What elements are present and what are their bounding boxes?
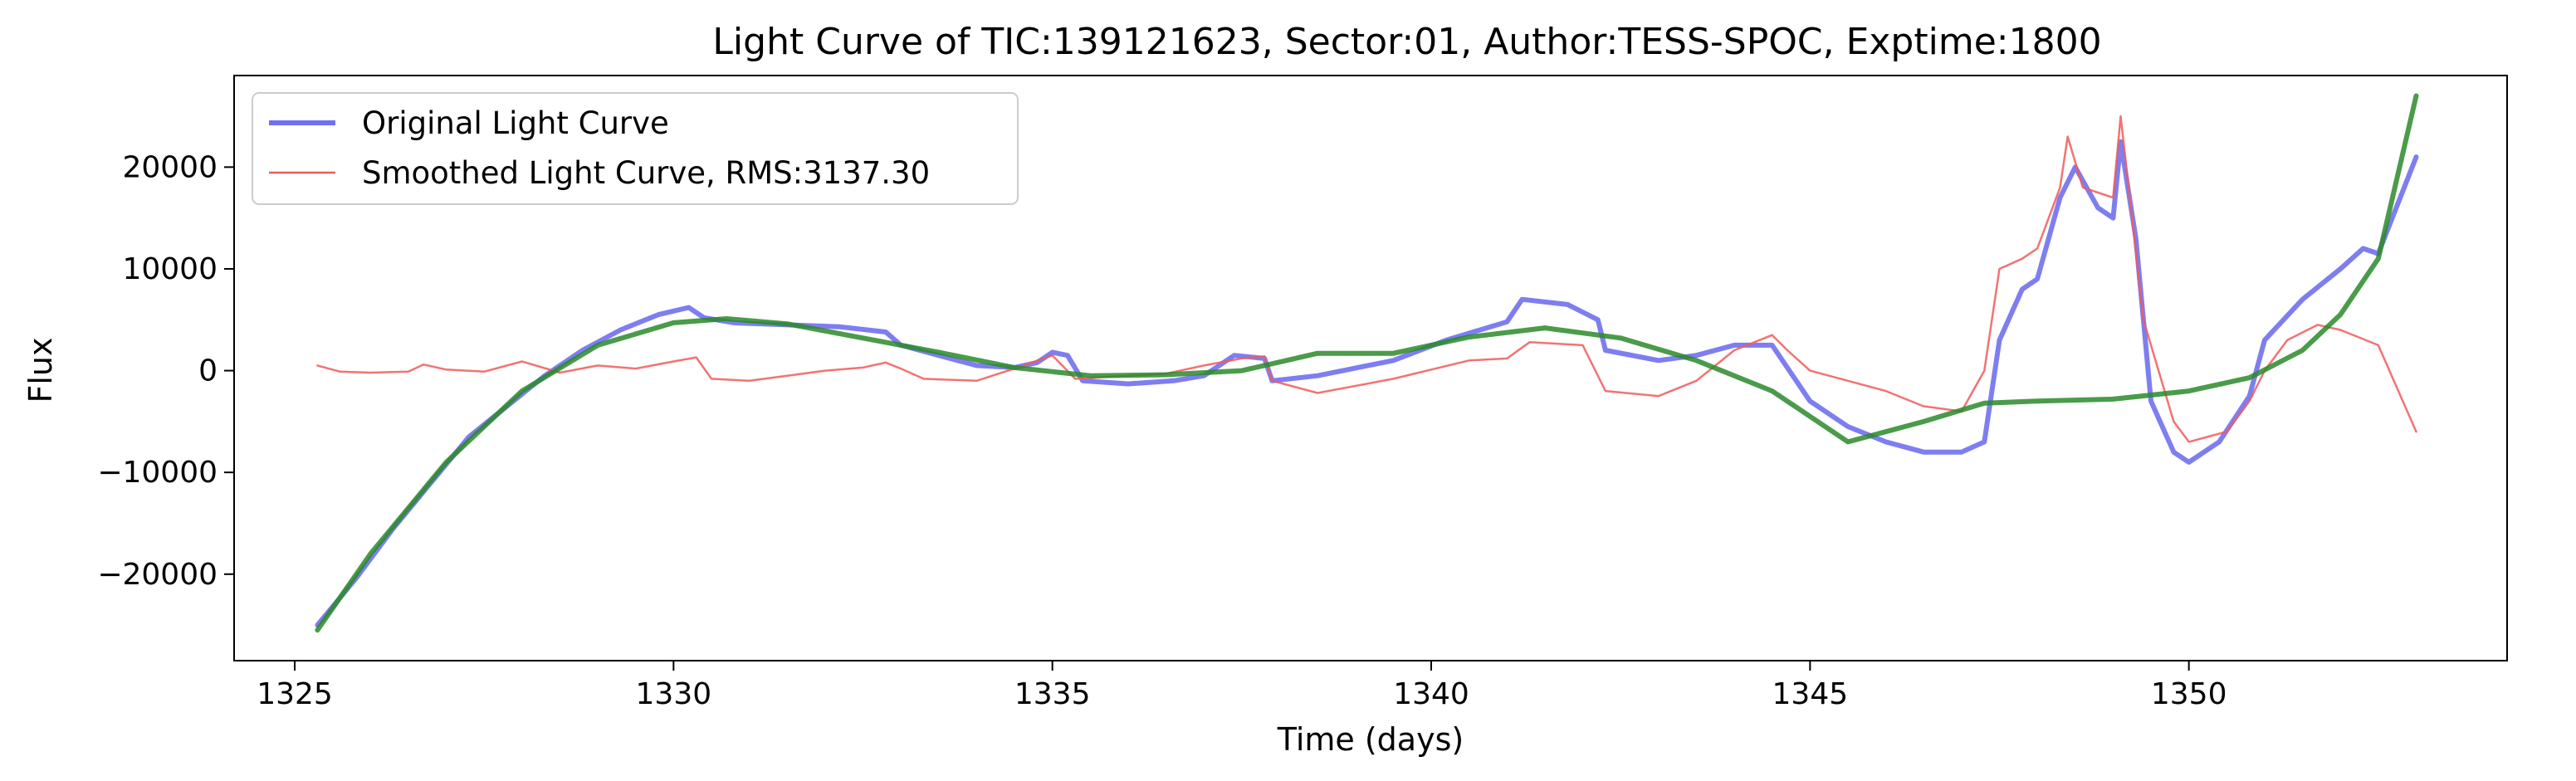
x-tick-label: 1330 bbox=[636, 677, 712, 711]
x-tick-label: 1345 bbox=[1772, 677, 1849, 711]
x-tick-label: 1340 bbox=[1393, 677, 1469, 711]
plot-frame bbox=[233, 75, 2508, 661]
x-tick-label: 1335 bbox=[1014, 677, 1091, 711]
legend-label-original: Original Light Curve bbox=[362, 105, 669, 141]
y-axis: −20000 −10000 0 10000 20000 bbox=[97, 150, 234, 592]
y-tick-label: 10000 bbox=[122, 252, 218, 286]
legend: Original Light Curve Smoothed Light Curv… bbox=[252, 92, 1019, 205]
y-tick-label: 20000 bbox=[122, 150, 218, 184]
x-axis: 1325 1330 1335 1340 1345 1350 bbox=[257, 661, 2227, 711]
y-tick-label: 0 bbox=[198, 354, 218, 388]
y-axis-label: Flux bbox=[22, 338, 59, 403]
series-trend-line bbox=[315, 93, 2419, 633]
series-layer bbox=[315, 93, 2419, 633]
chart-title: Light Curve of TIC:139121623, Sector:01,… bbox=[712, 21, 2101, 63]
y-tick-label: −20000 bbox=[97, 558, 218, 592]
legend-box bbox=[252, 92, 1019, 205]
legend-label-smoothed: Smoothed Light Curve, RMS:3137.30 bbox=[362, 155, 930, 191]
x-tick-label: 1350 bbox=[2151, 677, 2227, 711]
series-smoothed-line bbox=[316, 115, 2417, 443]
y-tick-label: −10000 bbox=[97, 456, 218, 490]
x-tick-label: 1325 bbox=[257, 677, 333, 711]
x-axis-label: Time (days) bbox=[1277, 721, 1464, 758]
